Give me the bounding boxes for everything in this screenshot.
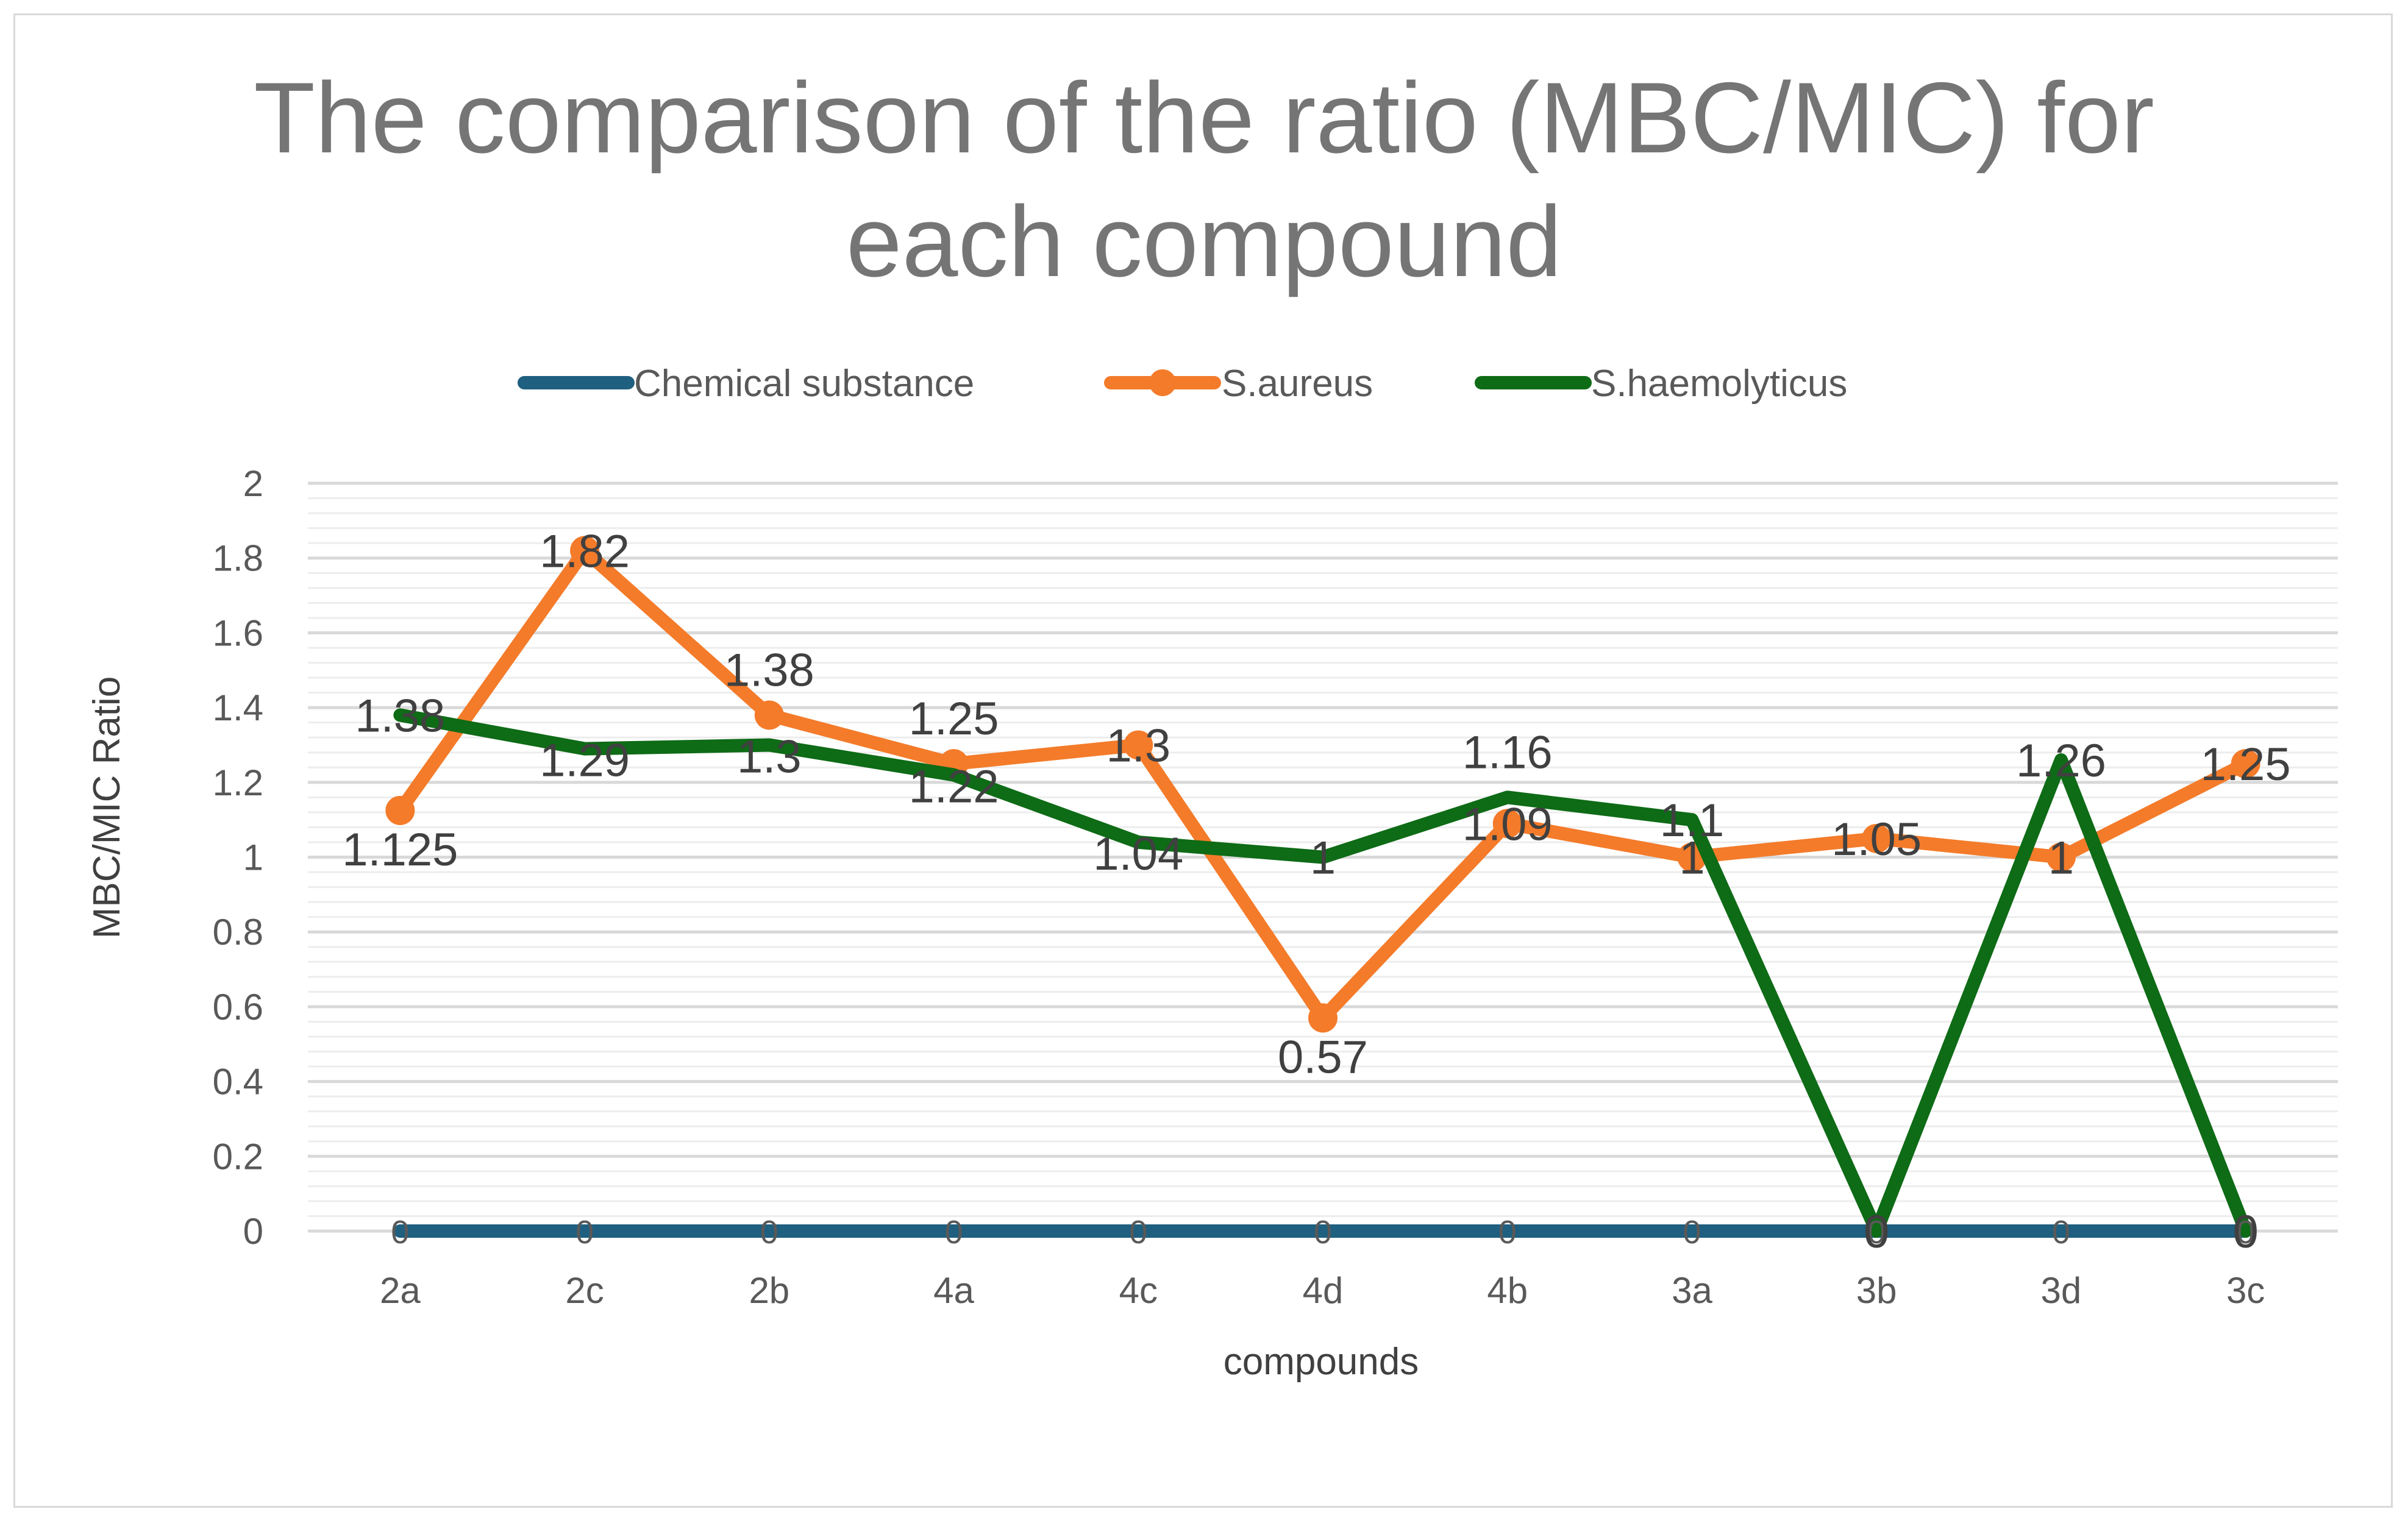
data-point-s-aureus[interactable]: [570, 536, 600, 566]
data-label-chemical-substance: 0: [2237, 1214, 2255, 1251]
chart-title: The comparison of the ratio (MBC/MIC) fo…: [254, 62, 2154, 297]
y-tick-label: 1.6: [213, 612, 263, 653]
legend-item-s-aureus[interactable]: S.aureus: [1104, 363, 1373, 405]
data-label-s-haemolyticus: 1.22: [909, 761, 999, 813]
chart-title-line-2: each compound: [846, 185, 1562, 297]
legend-label-chemical-substance: Chemical substance: [634, 363, 974, 405]
legend-marker-s-aureus: [1149, 369, 1176, 396]
data-label-s-aureus: 1.82: [540, 525, 630, 577]
data-label-chemical-substance: 0: [1867, 1214, 1886, 1251]
y-tick-label: 0.2: [213, 1136, 263, 1177]
data-point-s-aureus[interactable]: [1862, 823, 1892, 853]
legend-item-chemical-substance[interactable]: Chemical substance: [518, 363, 974, 405]
x-tick-label: 4c: [1119, 1270, 1158, 1311]
data-point-s-aureus[interactable]: [1492, 809, 1522, 839]
data-label-s-aureus: 0.57: [1278, 1031, 1368, 1083]
data-label-s-aureus: 1.09: [1462, 798, 1553, 850]
data-label-s-aureus: 1.25: [2201, 739, 2291, 790]
y-tick-label: 1.8: [213, 538, 263, 579]
series-line-s-aureus[interactable]: [393, 544, 2253, 1025]
series-layer: [385, 536, 2260, 1238]
data-label-s-haemolyticus: 1.16: [1462, 726, 1553, 778]
data-label-chemical-substance: 0: [575, 1214, 594, 1251]
x-tick-label: 2a: [380, 1270, 421, 1311]
data-label-s-aureus: 1.3: [1106, 720, 1170, 772]
y-tick-label: 1: [243, 837, 263, 878]
data-label-chemical-substance: 0: [1129, 1214, 1147, 1251]
series-s-haemolyticus: [393, 708, 2253, 1238]
y-tick-label: 0.6: [213, 987, 263, 1028]
data-label-chemical-substance: 0: [1498, 1214, 1517, 1251]
data-label-s-haemolyticus: 1.1: [1660, 795, 1725, 847]
x-axis-tick-labels: 2a 2c 2b 4a 4c 4d 4b 3a 3b 3d 3c: [380, 1270, 2265, 1311]
data-label-s-haemolyticus: 0: [2232, 1206, 2258, 1258]
data-label-s-haemolyticus: 1.04: [1093, 828, 1183, 880]
x-tick-label: 4a: [933, 1270, 974, 1311]
data-label-chemical-substance: 0: [391, 1214, 409, 1251]
y-axis-title: MBC/MIC Ratio: [86, 676, 128, 939]
data-label-s-haemolyticus: 1.26: [2016, 735, 2106, 787]
x-tick-label: 2b: [749, 1270, 789, 1311]
data-point-s-aureus[interactable]: [2231, 749, 2260, 779]
data-label-chemical-substance: 0: [945, 1214, 963, 1251]
legend: Chemical substance S.aureus S.haemolytic…: [518, 363, 1847, 405]
x-tick-label: 4b: [1487, 1270, 1528, 1311]
x-tick-label: 3d: [2041, 1270, 2082, 1311]
y-tick-label: 0.4: [213, 1062, 263, 1102]
x-axis-title: compounds: [1224, 1341, 1419, 1383]
data-label-chemical-substance: 0: [1683, 1214, 1701, 1251]
series-line-s-haemolyticus[interactable]: [393, 708, 2253, 1238]
data-label-chemical-substance: 0: [1314, 1214, 1332, 1251]
data-point-s-aureus[interactable]: [1308, 1003, 1338, 1033]
x-tick-label: 3b: [1856, 1270, 1897, 1311]
y-axis-tick-labels: 0 0.2 0.4 0.6 0.8 1 1.2 1.4 1.6 1.8 2: [213, 463, 263, 1252]
data-label-s-aureus: 1.38: [724, 644, 814, 696]
data-label-s-aureus: 1.05: [1831, 814, 1922, 865]
data-point-s-aureus[interactable]: [385, 795, 415, 825]
y-tick-label: 1.2: [213, 762, 263, 803]
y-tick-label: 0.8: [213, 912, 263, 953]
x-tick-label: 2c: [565, 1270, 604, 1311]
data-label-s-aureus: 1: [1679, 833, 1704, 884]
data-point-s-aureus[interactable]: [754, 700, 784, 730]
data-label-s-haemolyticus: 1.3: [737, 731, 802, 783]
data-label-s-aureus: 1.125: [342, 824, 458, 876]
x-tick-label: 4d: [1303, 1270, 1344, 1311]
gridlines: [308, 481, 2338, 1233]
data-label-chemical-substance: 0: [2052, 1214, 2070, 1251]
data-label-chemical-substance: 0: [760, 1214, 778, 1251]
data-label-s-haemolyticus: 1: [1310, 833, 1336, 884]
data-label-s-aureus: 1.25: [909, 693, 999, 745]
chart-title-line-1: The comparison of the ratio (MBC/MIC) fo…: [254, 62, 2154, 174]
x-tick-label: 3a: [1672, 1270, 1712, 1311]
y-tick-label: 2: [243, 463, 263, 504]
legend-label-s-haemolyticus: S.haemolyticus: [1591, 363, 1847, 405]
data-label-s-aureus: 1: [2048, 833, 2074, 884]
data-label-s-haemolyticus: 1.29: [540, 735, 630, 787]
y-tick-label: 0: [243, 1211, 263, 1252]
series-s-aureus: [385, 536, 2260, 1033]
chart-frame: [13, 13, 2393, 1508]
legend-item-s-haemolyticus[interactable]: S.haemolyticus: [1475, 363, 1847, 405]
data-point-s-aureus[interactable]: [1124, 730, 1153, 760]
data-label-s-haemolyticus: 1.38: [355, 690, 445, 742]
x-tick-label: 3c: [2226, 1270, 2265, 1311]
data-label-s-haemolyticus: 0: [1864, 1206, 1889, 1258]
y-tick-label: 1.4: [213, 687, 263, 728]
data-point-s-aureus[interactable]: [2046, 842, 2076, 872]
legend-label-s-aureus: S.aureus: [1222, 363, 1373, 405]
data-labels: 0 0 0 0 0 0 0 0 0 0 0 1.125 1.82 1.38 1.25 1.3 0.57 1.09 1…: [342, 525, 2290, 1258]
